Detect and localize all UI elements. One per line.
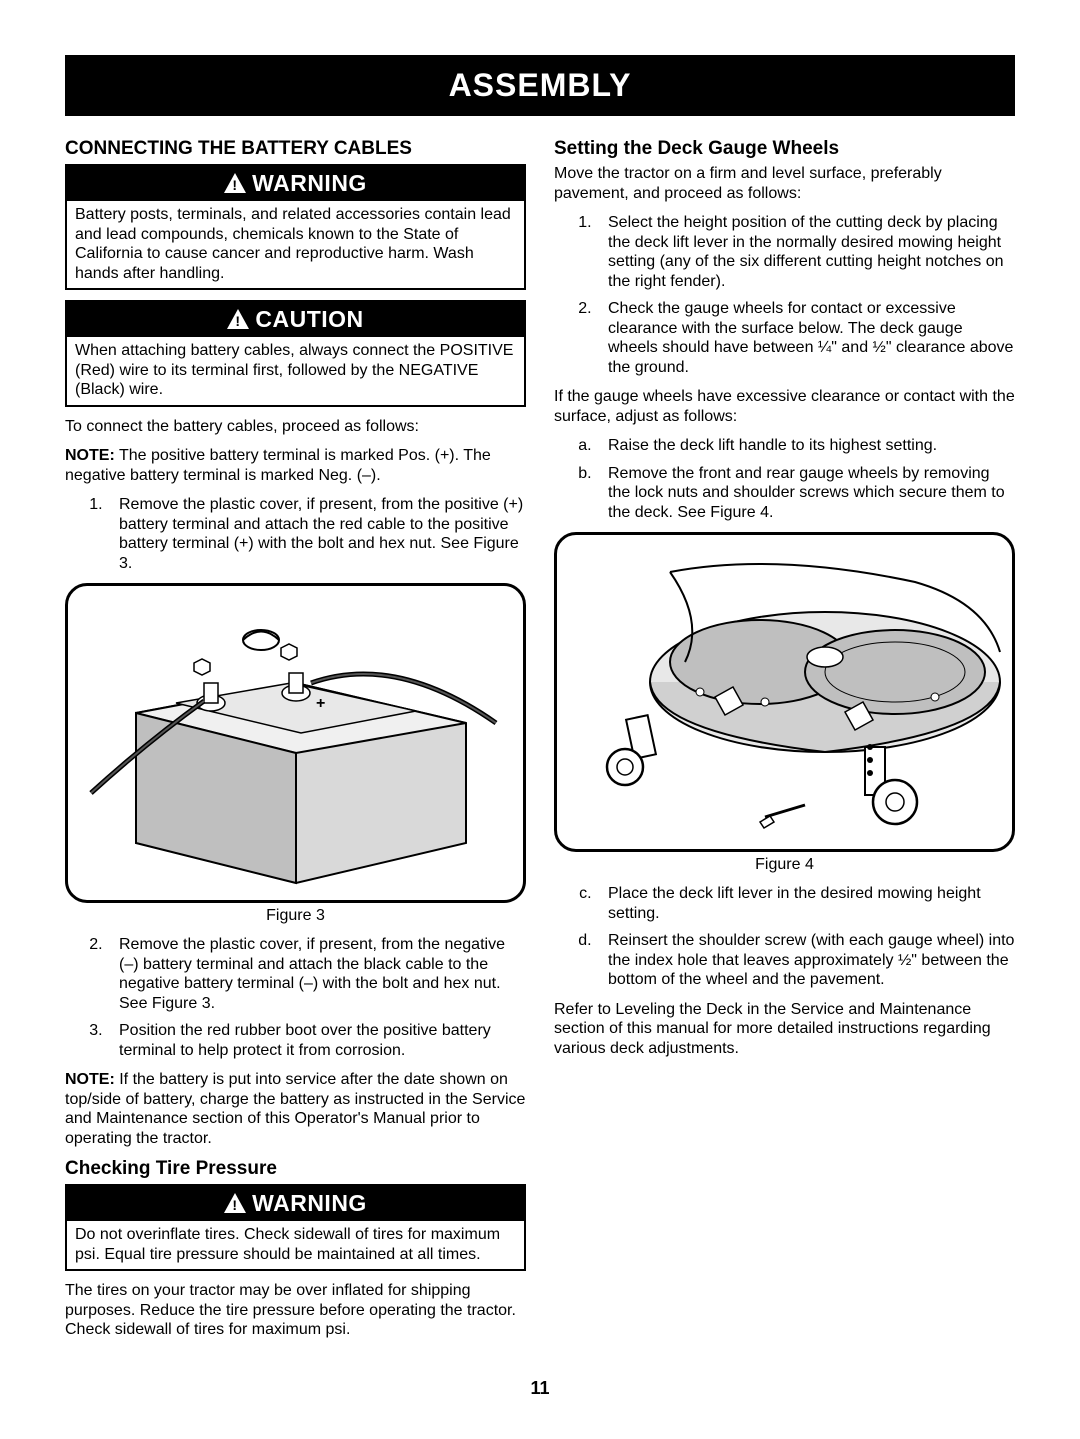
svg-text:!: ! [233, 1197, 238, 1213]
adjust-substeps-1: Raise the deck lift handle to its highes… [554, 436, 1015, 522]
note-1: NOTE: The positive battery terminal is m… [65, 446, 526, 485]
heading-deck: Setting the Deck Gauge Wheels [554, 138, 1015, 160]
svg-text:!: ! [236, 313, 241, 329]
adjust-sub-a: Raise the deck lift handle to its highes… [596, 436, 1015, 456]
figure-4-deck-illustration [565, 542, 1005, 842]
figure-4-caption: Figure 4 [554, 856, 1015, 874]
battery-steps-2: Remove the plastic cover, if present, fr… [65, 935, 526, 1060]
tire-body: The tires on your tractor may be over in… [65, 1281, 526, 1340]
warning-triangle-icon: ! [224, 173, 246, 193]
assembly-banner: ASSEMBLY [65, 55, 1015, 116]
note-1-body: The positive battery terminal is marked … [65, 447, 491, 484]
warning-label: WARNING [252, 170, 367, 196]
deck-step-2: Check the gauge wheels for contact or ex… [596, 299, 1015, 377]
battery-intro: To connect the battery cables, proceed a… [65, 417, 526, 437]
warning-header: ! WARNING [67, 166, 524, 201]
adjust-sub-c: Place the deck lift lever in the desired… [596, 884, 1015, 923]
warning-triangle-icon: ! [224, 1193, 246, 1213]
figure-3-box: + [65, 583, 526, 903]
deck-intro: Move the tractor on a firm and level sur… [554, 164, 1015, 203]
warning-body: Battery posts, terminals, and related ac… [67, 201, 524, 288]
adjust-intro: If the gauge wheels have excessive clear… [554, 387, 1015, 426]
figure-3-caption: Figure 3 [65, 907, 526, 925]
two-column-layout: CONNECTING THE BATTERY CABLES ! WARNING B… [65, 134, 1015, 1350]
warning-battery-box: ! WARNING Battery posts, terminals, and r… [65, 164, 526, 290]
caution-body: When attaching battery cables, always co… [67, 337, 524, 405]
note-2: NOTE: If the battery is put into service… [65, 1070, 526, 1148]
right-column: Setting the Deck Gauge Wheels Move the t… [554, 134, 1015, 1350]
adjust-sub-b: Remove the front and rear gauge wheels b… [596, 464, 1015, 523]
left-column: CONNECTING THE BATTERY CABLES ! WARNING B… [65, 134, 526, 1350]
note-2-body: If the battery is put into service after… [65, 1071, 525, 1147]
svg-text:!: ! [233, 177, 238, 193]
caution-triangle-icon: ! [227, 309, 249, 329]
figure-4-box [554, 532, 1015, 852]
deck-steps: Select the height position of the cuttin… [554, 213, 1015, 377]
note-1-label: NOTE: [65, 447, 115, 464]
warning-tire-box: ! WARNING Do not overinflate tires. Check… [65, 1184, 526, 1271]
warning-tire-label: WARNING [252, 1190, 367, 1216]
warning-tire-body: Do not overinflate tires. Check sidewall… [67, 1221, 524, 1269]
battery-step-1: Remove the plastic cover, if present, fr… [107, 495, 526, 573]
caution-label: CAUTION [255, 306, 363, 332]
heading-battery: CONNECTING THE BATTERY CABLES [65, 138, 526, 160]
page-number: 11 [65, 1378, 1015, 1399]
banner-title: ASSEMBLY [449, 67, 632, 103]
adjust-sub-d: Reinsert the shoulder screw (with each g… [596, 931, 1015, 990]
figure-3-battery-illustration: + [86, 593, 506, 893]
battery-steps-1: Remove the plastic cover, if present, fr… [65, 495, 526, 573]
deck-outro: Refer to Leveling the Deck in the Servic… [554, 1000, 1015, 1059]
warning-tire-header: ! WARNING [67, 1186, 524, 1221]
note-2-label: NOTE: [65, 1071, 115, 1088]
caution-battery-box: ! CAUTION When attaching battery cables, … [65, 300, 526, 407]
battery-step-2: Remove the plastic cover, if present, fr… [107, 935, 526, 1013]
deck-step-1: Select the height position of the cuttin… [596, 213, 1015, 291]
heading-tire: Checking Tire Pressure [65, 1158, 526, 1180]
adjust-substeps-2: Place the deck lift lever in the desired… [554, 884, 1015, 990]
battery-step-3: Position the red rubber boot over the po… [107, 1021, 526, 1060]
caution-header: ! CAUTION [67, 302, 524, 337]
svg-text:+: + [316, 695, 325, 712]
